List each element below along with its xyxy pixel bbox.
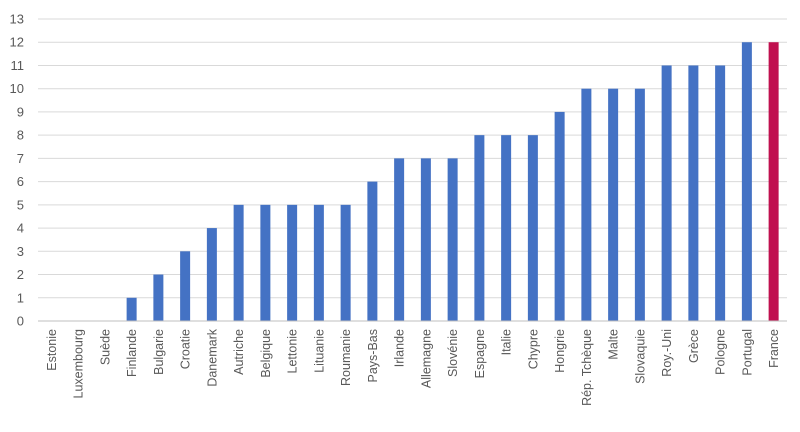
- bar-lettonie: [287, 204, 298, 321]
- bar-portugal: [741, 42, 752, 321]
- bar-roy-uni: [661, 65, 672, 321]
- x-tick-label: Allemagne: [419, 329, 433, 388]
- x-tick-label: Lettonie: [286, 329, 300, 374]
- bar-lituanie: [313, 204, 324, 321]
- x-tick-label: Irlande: [393, 329, 407, 367]
- x-tick-label: Roy.-Uni: [660, 329, 674, 377]
- y-tick-label: 4: [17, 221, 24, 236]
- x-tick-label: Chypre: [526, 329, 540, 369]
- bar-roumanie: [340, 204, 351, 321]
- x-tick-label: Pologne: [714, 329, 728, 375]
- y-tick-label: 3: [17, 244, 24, 259]
- x-tick-label: Suède: [98, 329, 112, 365]
- bar-france: [768, 42, 779, 321]
- bar-hongrie: [554, 111, 565, 321]
- x-tick-label: Portugal: [740, 329, 754, 376]
- y-tick-label: 8: [17, 128, 24, 143]
- bar-gr-ce: [688, 65, 699, 321]
- bar-danemark: [206, 228, 217, 321]
- x-tick-label: Roumanie: [339, 329, 353, 386]
- x-tick-label: Croatie: [179, 329, 193, 369]
- x-tick-label: Estonie: [45, 329, 59, 371]
- x-tick-label: Espagne: [473, 329, 487, 378]
- y-tick-label: 0: [17, 314, 24, 329]
- y-tick-label: 13: [10, 12, 24, 27]
- bar-r-p-tch-que: [581, 88, 592, 321]
- y-tick-label: 7: [17, 151, 24, 166]
- bar-pologne: [715, 65, 726, 321]
- bar-belgique: [260, 204, 271, 321]
- x-tick-label: Luxembourg: [72, 329, 86, 399]
- bar-slovaquie: [634, 88, 645, 321]
- bar-slov-nie: [447, 158, 458, 321]
- x-tick-label: Slovénie: [446, 329, 460, 377]
- x-tick-label: Belgique: [259, 329, 273, 378]
- x-tick-label: Slovaquie: [633, 329, 647, 384]
- bar-bulgarie: [153, 274, 164, 321]
- y-tick-label: 6: [17, 174, 24, 189]
- bar-croatie: [180, 251, 191, 321]
- bar-espagne: [474, 135, 485, 321]
- x-tick-label: Finlande: [125, 329, 139, 377]
- y-tick-label: 11: [11, 58, 25, 73]
- bar-finlande: [126, 297, 137, 321]
- y-tick-label: 5: [17, 197, 24, 212]
- gridlines: [38, 18, 787, 299]
- x-tick-label: Pays-Bas: [366, 329, 380, 383]
- bar-allemagne: [420, 158, 431, 321]
- x-tick-label: Grèce: [687, 329, 701, 363]
- x-tick-label: Autriche: [232, 329, 246, 375]
- y-tick-label: 9: [17, 104, 24, 119]
- x-tick-label: Rép. Tchèque: [580, 329, 594, 406]
- x-axis-tick-labels: Estonie Luxembourg Suède Finlande Bulgarie Cr…: [45, 328, 781, 406]
- bar-malte: [608, 88, 619, 321]
- x-tick-label: Malte: [607, 329, 621, 360]
- y-tick-label: 12: [10, 35, 24, 50]
- x-tick-label: Italie: [500, 329, 514, 355]
- bars: [126, 42, 779, 321]
- y-tick-label: 2: [17, 267, 24, 282]
- bar-autriche: [233, 204, 244, 321]
- x-tick-label: Danemark: [205, 328, 219, 386]
- x-tick-label: Hongrie: [553, 329, 567, 373]
- bar-irlande: [394, 158, 405, 321]
- x-tick-label: France: [767, 329, 781, 368]
- bar-italie: [501, 135, 512, 321]
- bar-pays-bas: [367, 181, 378, 321]
- x-tick-label: Lituanie: [312, 329, 326, 373]
- x-tick-label: Bulgarie: [152, 329, 166, 375]
- y-tick-label: 10: [10, 81, 24, 96]
- bar-chypre: [527, 135, 538, 321]
- y-tick-label: 1: [17, 290, 24, 305]
